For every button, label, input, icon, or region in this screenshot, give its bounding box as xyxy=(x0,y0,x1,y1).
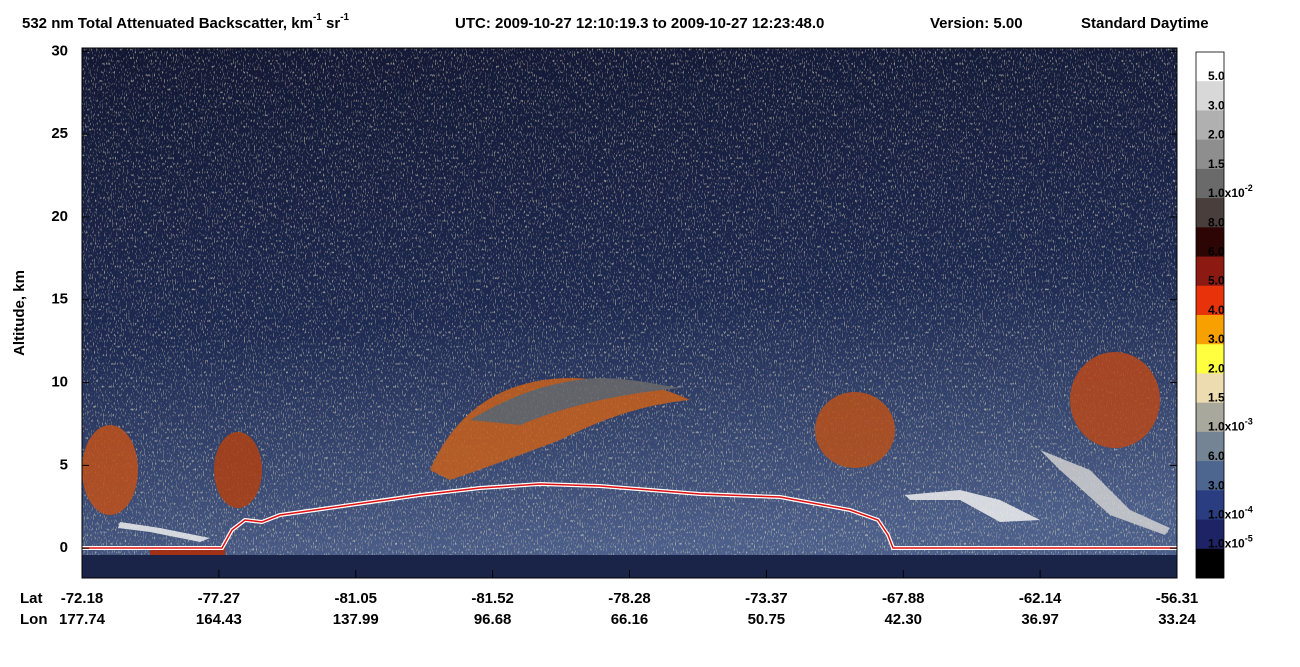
colorbar-swatch xyxy=(1196,198,1224,228)
colorbar-swatch xyxy=(1196,344,1224,374)
colorbar-label: 8.0 xyxy=(1208,215,1225,229)
colorbar-swatch xyxy=(1196,461,1224,491)
y-tick-label: 20 xyxy=(51,208,68,225)
x-tick-label: -78.28 xyxy=(608,590,651,607)
colorbar-swatch xyxy=(1196,256,1224,287)
colorbar-label: 4.0 xyxy=(1208,303,1225,317)
backscatter-image xyxy=(82,48,1177,578)
y-tick-label: 15 xyxy=(51,291,68,308)
colorbar-swatch xyxy=(1196,110,1224,141)
colorbar-swatch xyxy=(1196,490,1224,521)
colorbar-label: 1.0x10-5 xyxy=(1208,534,1253,551)
x-tick-label: 42.30 xyxy=(884,611,922,628)
x-tick-label: 164.43 xyxy=(196,611,242,628)
colorbar: 5.0 3.0 2.0 1.5 1.0x10-2 8.0 6.0 5.0 4.0 3.0 2.0 1.… xyxy=(1195,51,1253,579)
x-tick-label: 96.68 xyxy=(474,611,512,628)
y-axis-title: Altitude, km xyxy=(11,270,28,356)
x-tick-label: -72.18 xyxy=(61,590,104,607)
y-tick-label: 10 xyxy=(51,374,68,391)
x-tick-label: 66.16 xyxy=(611,611,649,628)
x-tick-label: -73.37 xyxy=(745,590,788,607)
x-tick-label: 36.97 xyxy=(1021,611,1059,628)
colorbar-label: 6.0 xyxy=(1208,449,1225,463)
colorbar-swatch xyxy=(1196,168,1224,199)
y-tick-label: 5 xyxy=(60,456,68,473)
product: Standard Daytime xyxy=(1081,15,1209,32)
colorbar-swatch xyxy=(1196,81,1224,111)
colorbar-label: 3.0 xyxy=(1208,332,1225,346)
x-tick-label: 137.99 xyxy=(333,611,379,628)
colorbar-label: 1.0x10-4 xyxy=(1208,505,1253,522)
colorbar-label: 3.0 xyxy=(1208,98,1225,112)
colorbar-label: 5.0 xyxy=(1208,274,1225,288)
colorbar-swatch xyxy=(1196,315,1224,345)
x-row-title: Lon xyxy=(20,611,48,628)
y-tick-label: 30 xyxy=(51,42,68,59)
chart-title: 532 nm Total Attenuated Backscatter, km-… xyxy=(22,12,350,32)
colorbar-swatch xyxy=(1196,285,1224,316)
colorbar-swatch xyxy=(1196,52,1224,82)
x-tick-label: -81.05 xyxy=(334,590,377,607)
colorbar-label: 5.0 xyxy=(1208,69,1225,83)
colorbar-label: 1.0x10-2 xyxy=(1208,183,1253,200)
x-tick-label: -81.52 xyxy=(471,590,514,607)
colorbar-label: 1.0x10-3 xyxy=(1208,417,1253,434)
x-tick-label: 50.75 xyxy=(748,611,786,628)
x-tick-label: 177.74 xyxy=(59,611,106,628)
colorbar-swatch xyxy=(1196,548,1224,579)
colorbar-swatch xyxy=(1196,519,1224,550)
colorbar-swatch xyxy=(1196,402,1224,433)
colorbar-swatch xyxy=(1196,373,1224,404)
version: Version: 5.00 xyxy=(930,15,1023,32)
x-tick-label: -56.31 xyxy=(1156,590,1199,607)
x-tick-label: -77.27 xyxy=(198,590,241,607)
colorbar-frame xyxy=(1195,51,1225,579)
colorbar-label: 1.5 xyxy=(1208,391,1225,405)
colorbar-swatch xyxy=(1196,139,1224,170)
y-tick-label: 0 xyxy=(60,539,68,556)
colorbar-label: 3.0 xyxy=(1208,478,1225,492)
utc-range: UTC: 2009-10-27 12:10:19.3 to 2009-10-27… xyxy=(455,15,824,32)
colorbar-swatch xyxy=(1196,227,1224,258)
colorbar-label: 2.0 xyxy=(1208,361,1225,375)
colorbar-label: 2.0 xyxy=(1208,128,1225,142)
x-tick-label: 33.24 xyxy=(1158,611,1196,628)
x-tick-label: -62.14 xyxy=(1019,590,1062,607)
colorbar-swatch xyxy=(1196,431,1224,462)
colorbar-label: 1.5 xyxy=(1208,157,1225,171)
y-tick-label: 25 xyxy=(51,125,68,142)
colorbar-label: 6.0 xyxy=(1208,245,1225,259)
x-tick-label: -67.88 xyxy=(882,590,925,607)
x-row-title: Lat xyxy=(20,590,43,607)
